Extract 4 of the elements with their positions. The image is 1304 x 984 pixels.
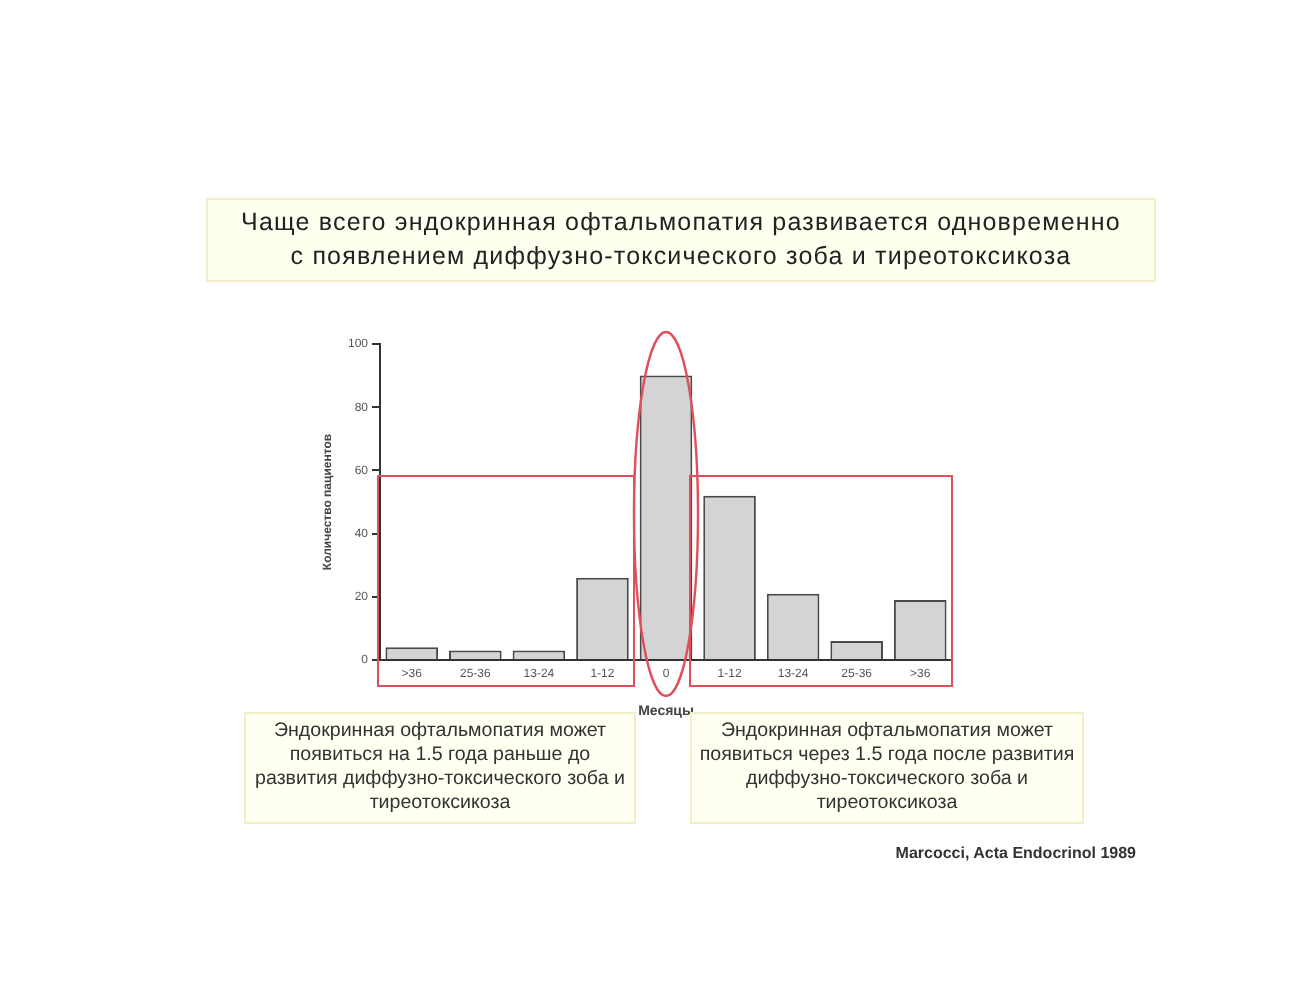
text: Эндокринная офтальмопатия может появиться через 1.5 года после развития диффузно-токсического зоба и тиреотоксикоза	[697, 720, 1077, 816]
text: Marcocci, Acta Endocrinol 1989	[895, 844, 1136, 862]
text: Эндокринная офтальмопатия может появиться на 1.5 года раньше до развития диффузно-токсического зоба и тиреотоксикоза	[253, 720, 627, 816]
chart-title: Чаще всего эндокринная офтальмопатия развивается одновременно с появлением диффузно-токсического зоба и тиреотоксикоза	[239, 206, 1123, 274]
